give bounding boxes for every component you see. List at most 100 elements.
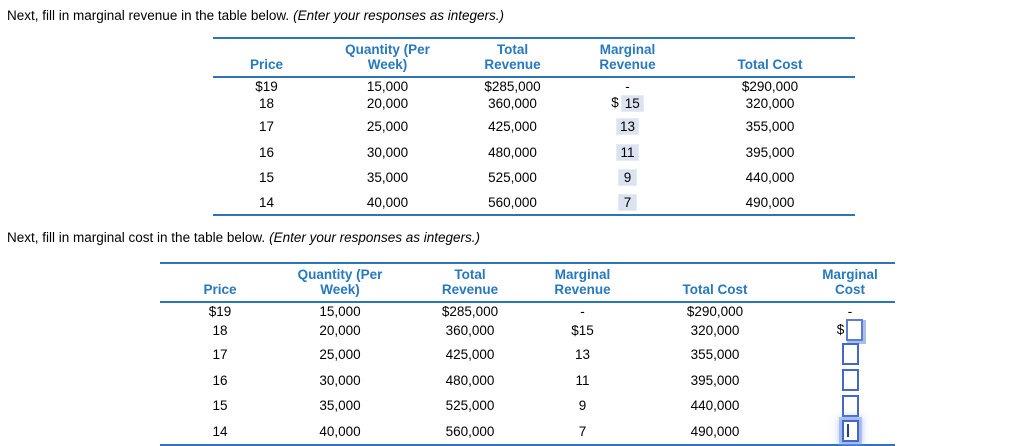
price-value: 15 bbox=[258, 170, 275, 185]
price-value: 16 bbox=[212, 372, 228, 388]
col-header-total-revenue: Total Revenue bbox=[455, 38, 570, 78]
table-header-row: Price Quantity (Per Week) Total Revenue Ma… bbox=[160, 263, 895, 303]
marginal-cost-input[interactable] bbox=[846, 319, 864, 341]
total-revenue-value: 480,000 bbox=[445, 372, 495, 388]
marginal-revenue-value: 7 bbox=[578, 423, 587, 439]
quantity-value: 35,000 bbox=[366, 170, 409, 185]
price-value: 14 bbox=[258, 194, 275, 210]
marginal-revenue-answer[interactable]: 7 bbox=[618, 193, 637, 211]
marginal-revenue-answer[interactable]: 9 bbox=[618, 169, 637, 186]
marginal-revenue-answer[interactable]: 15 bbox=[620, 95, 644, 112]
quantity-value: 30,000 bbox=[319, 372, 361, 388]
total-cost-value: 490,000 bbox=[690, 423, 740, 439]
total-revenue-value: 560,000 bbox=[445, 423, 495, 439]
total-cost-value: $290,000 bbox=[686, 303, 744, 319]
col-header-price: Price bbox=[160, 263, 280, 303]
marginal-cost-table: Price Quantity (Per Week) Total Revenue Ma… bbox=[160, 262, 895, 446]
table-row: $19 15,000 $285,000 - $290,000 - bbox=[160, 302, 895, 319]
marginal-cost-dash: - bbox=[847, 303, 853, 319]
quantity-value: 25,000 bbox=[366, 118, 409, 134]
quantity-value: 20,000 bbox=[319, 322, 361, 338]
total-cost-value: 440,000 bbox=[690, 398, 740, 413]
instruction-marginal-revenue: Next, fill in marginal revenue in the ta… bbox=[7, 8, 504, 23]
marginal-cost-input[interactable] bbox=[841, 343, 859, 365]
col-header-quantity: Quantity (Per Week) bbox=[280, 263, 400, 303]
table-row: 17 25,000 425,000 13 355,000 bbox=[160, 341, 895, 367]
price-value: 18 bbox=[258, 96, 275, 111]
instruction-text: Next, fill in marginal revenue in the ta… bbox=[7, 8, 290, 23]
total-cost-value: 355,000 bbox=[690, 346, 740, 362]
instruction-marginal-cost: Next, fill in marginal cost in the table… bbox=[7, 230, 480, 245]
total-revenue-value: 525,000 bbox=[488, 170, 537, 185]
table-row: 16 30,000 480,000 11 395,000 bbox=[160, 367, 895, 393]
total-cost-value: 395,000 bbox=[690, 372, 740, 388]
table-row: 15 35,000 525,000 9 440,000 bbox=[160, 393, 895, 418]
price-value: 17 bbox=[258, 118, 275, 134]
price-value: 17 bbox=[212, 346, 228, 362]
price-value: 15 bbox=[212, 398, 228, 413]
table-row: 15 35,000 525,000 9 440,000 bbox=[213, 165, 855, 190]
total-revenue-value: 560,000 bbox=[488, 194, 537, 210]
total-revenue-value: $285,000 bbox=[441, 303, 499, 319]
text-caret bbox=[846, 424, 849, 437]
table-header-row: Price Quantity (Per Week) Total Revenue Ma… bbox=[213, 38, 855, 78]
col-header-marginal-cost: Marginal Cost bbox=[805, 263, 895, 303]
dollar-sign-label: $ bbox=[836, 321, 845, 337]
col-header-total-cost: Total Cost bbox=[685, 38, 855, 78]
total-cost-value: 395,000 bbox=[745, 144, 795, 160]
dollar-sign-label: $ bbox=[611, 95, 619, 111]
marginal-revenue-value: 13 bbox=[574, 346, 591, 362]
total-cost-value: 320,000 bbox=[690, 322, 740, 338]
marginal-revenue-answer[interactable]: 11 bbox=[616, 143, 639, 161]
total-revenue-value: 425,000 bbox=[488, 118, 537, 134]
price-value: 18 bbox=[212, 322, 228, 338]
table-row: $19 15,000 $285,000 - $290,000 bbox=[213, 77, 855, 94]
price-value: $19 bbox=[255, 78, 278, 94]
quantity-value: 20,000 bbox=[366, 96, 409, 111]
col-header-marginal-revenue: Marginal Revenue bbox=[570, 38, 685, 78]
quantity-value: 35,000 bbox=[319, 398, 361, 413]
total-revenue-value: 360,000 bbox=[445, 322, 495, 338]
quantity-value: 30,000 bbox=[366, 144, 409, 160]
col-header-quantity: Quantity (Per Week) bbox=[320, 38, 455, 78]
quantity-value: 15,000 bbox=[366, 78, 409, 94]
table-row: 18 20,000 360,000 $15 320,000 $ bbox=[160, 319, 895, 341]
quantity-value: 25,000 bbox=[319, 346, 361, 362]
total-revenue-value: 480,000 bbox=[488, 144, 537, 160]
table-row: 18 20,000 360,000 $15 320,000 bbox=[213, 94, 855, 113]
table-row: 14 40,000 560,000 7 490,000 bbox=[160, 418, 895, 445]
total-cost-value: 440,000 bbox=[745, 170, 795, 185]
price-value: $19 bbox=[208, 303, 232, 319]
table-row: 17 25,000 425,000 13 355,000 bbox=[213, 113, 855, 139]
marginal-revenue-value: - bbox=[580, 303, 585, 319]
instruction-note: (Enter your responses as integers.) bbox=[269, 230, 480, 245]
marginal-revenue-answer[interactable]: 13 bbox=[615, 117, 640, 135]
table-row: 14 40,000 560,000 7 490,000 bbox=[213, 190, 855, 215]
quantity-value: 15,000 bbox=[319, 303, 361, 319]
total-cost-value: 490,000 bbox=[745, 194, 795, 210]
marginal-revenue-value: 11 bbox=[575, 372, 590, 388]
table-row: 16 30,000 480,000 11 395,000 bbox=[213, 139, 855, 165]
col-header-marginal-revenue: Marginal Revenue bbox=[540, 263, 625, 303]
marginal-cost-input[interactable] bbox=[841, 394, 859, 417]
total-revenue-value: 425,000 bbox=[445, 346, 495, 362]
quantity-value: 40,000 bbox=[366, 194, 409, 210]
col-header-price: Price bbox=[213, 38, 320, 78]
col-header-total-cost: Total Cost bbox=[625, 263, 805, 303]
marginal-revenue-value: $15 bbox=[571, 322, 594, 338]
total-cost-value: $290,000 bbox=[741, 78, 799, 94]
marginal-cost-input-focused[interactable] bbox=[841, 420, 859, 442]
total-revenue-value: 525,000 bbox=[445, 398, 495, 413]
total-revenue-value: $285,000 bbox=[484, 78, 541, 94]
instruction-note: (Enter your responses as integers.) bbox=[293, 8, 505, 23]
total-revenue-value: 360,000 bbox=[488, 96, 537, 111]
col-header-total-revenue: Total Revenue bbox=[400, 263, 540, 303]
quantity-value: 40,000 bbox=[319, 423, 361, 439]
total-cost-value: 320,000 bbox=[745, 96, 795, 111]
total-cost-value: 355,000 bbox=[745, 118, 795, 134]
instruction-text: Next, fill in marginal cost in the table… bbox=[7, 230, 266, 245]
marginal-revenue-dash: - bbox=[625, 78, 630, 94]
price-value: 16 bbox=[258, 144, 275, 160]
marginal-cost-input[interactable] bbox=[841, 369, 859, 391]
price-value: 14 bbox=[212, 423, 228, 439]
